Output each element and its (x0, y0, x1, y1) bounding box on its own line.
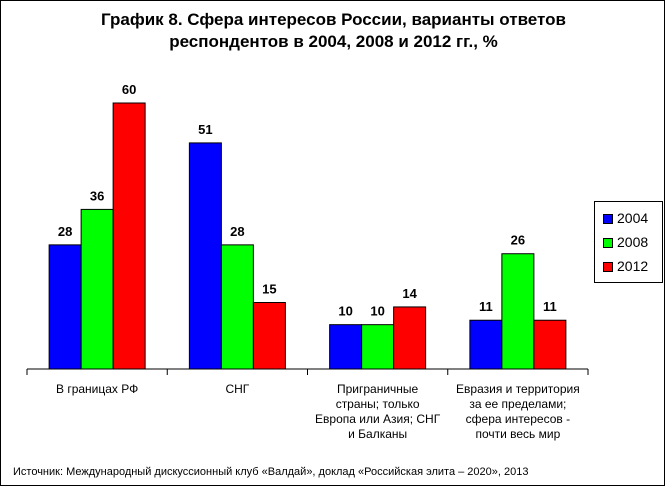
chart-legend: 2004 2008 2012 (594, 201, 663, 283)
data-label-2004-cat-4: 11 (479, 299, 493, 314)
data-label-2012-cat-2: 15 (262, 282, 276, 297)
bar-2012-cat-2 (252, 302, 286, 370)
legend-swatch-2008 (603, 238, 613, 248)
bar-2008-cat-3 (361, 324, 395, 370)
data-label-2004-cat-3: 10 (338, 304, 352, 319)
data-label-2008-cat-4: 26 (511, 233, 525, 248)
chart-title: График 8. Сфера интересов России, вариан… (41, 9, 626, 53)
bar-2012-cat-4 (533, 319, 567, 370)
data-label-2012-cat-4: 11 (543, 299, 557, 314)
category-label-2-line-1: СНГ (225, 382, 249, 396)
chart-title-line-1: График 8. Сфера интересов России, вариан… (101, 10, 566, 29)
category-label-3-line-1: Приграничные (337, 382, 419, 396)
bar-2008-cat-1 (80, 208, 114, 370)
bar-2004-cat-1 (48, 244, 82, 370)
legend-label-2012: 2012 (617, 258, 649, 274)
source-note: Источник: Международный дискуссионный кл… (13, 466, 529, 478)
data-label-2012-cat-1: 60 (122, 82, 136, 97)
bar-2004-cat-2 (188, 142, 222, 370)
data-label-2008-cat-1: 36 (90, 188, 104, 203)
category-label-1-line-1: В границах РФ (56, 382, 138, 396)
data-label-2012-cat-3: 14 (402, 286, 417, 301)
category-label-3-line-4: и Балканы (348, 427, 407, 441)
legend-label-2008: 2008 (617, 234, 649, 250)
data-label-2008-cat-2: 28 (230, 224, 244, 239)
bar-2012-cat-3 (393, 306, 427, 370)
bar-2004-cat-4 (469, 319, 503, 370)
category-label-4-line-3: сфера интересов - (466, 412, 570, 426)
data-label-2004-cat-2: 51 (198, 122, 212, 137)
category-label-4-line-4: почти весь мир (475, 427, 560, 441)
bar-2012-cat-1 (112, 102, 146, 370)
legend-label-2004: 2004 (617, 210, 649, 226)
chart-title-line-2: респондентов в 2004, 2008 и 2012 гг., % (169, 32, 498, 51)
data-label-2004-cat-1: 28 (58, 224, 72, 239)
bar-2008-cat-2 (220, 244, 254, 370)
category-label-3-line-2: страны; только (336, 397, 420, 411)
legend-swatch-2004 (603, 214, 613, 224)
legend-swatch-2012 (603, 262, 613, 272)
category-label-3-line-3: Европа или Азия; СНГ (315, 412, 441, 426)
category-label-4-line-1: Евразия и территория (456, 382, 580, 396)
bar-2004-cat-3 (329, 324, 363, 370)
bar-2008-cat-4 (501, 253, 535, 370)
data-label-2008-cat-3: 10 (370, 304, 384, 319)
category-label-4-line-2: за ее пределами; (469, 397, 566, 411)
